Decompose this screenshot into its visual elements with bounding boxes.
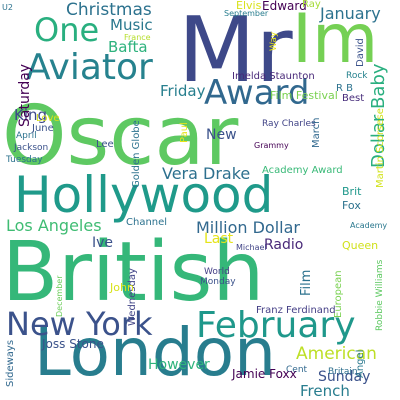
word-edward: Edward	[262, 0, 307, 13]
word-new-york: New York	[6, 305, 153, 343]
word-million-dollar: Million Dollar	[196, 218, 300, 237]
word-rock: Rock	[346, 71, 368, 81]
word-robbie-williams: Robbie Williams	[375, 259, 385, 331]
word-however: However	[148, 357, 210, 373]
word-joss-stone: Joss Stone	[42, 337, 104, 351]
word-february: February	[196, 305, 356, 346]
word-tuesday: Tuesday	[6, 155, 43, 165]
word-france: France	[124, 33, 151, 42]
word-michael: Michael	[236, 243, 267, 252]
word-jamie-foxx: Jamie Foxx	[232, 367, 297, 381]
word-ive: Ive	[92, 235, 114, 251]
word-los-angeles: Los Angeles	[6, 216, 102, 235]
word-franz-ferdinand: Franz Ferdinand	[256, 305, 336, 316]
word-london: London	[34, 314, 276, 391]
word-elvis: Elvis	[236, 0, 262, 12]
word-imelda-staunton: Imelda Staunton	[232, 71, 315, 82]
word-january: January	[320, 4, 381, 23]
word-grammy: Grammy	[254, 141, 289, 150]
word-fox: Fox	[342, 199, 361, 212]
word-friday: Friday	[160, 82, 206, 100]
word-wednesday: Wednesday	[127, 268, 138, 326]
word-way: Way	[269, 31, 279, 51]
word-music: Music	[110, 16, 153, 34]
word-cent: Cent	[286, 365, 308, 375]
word-john: John	[110, 281, 134, 294]
word-king: King	[14, 106, 48, 124]
word-academy-award: Academy Award	[262, 165, 343, 176]
word-oscar: Oscar	[2, 89, 239, 184]
word-new: New	[206, 127, 237, 143]
word-world: World	[204, 267, 230, 277]
word-film-festival: Film Festival	[270, 89, 338, 102]
word-im: Im	[292, 0, 379, 79]
word-one: One	[34, 11, 100, 49]
word-september: September	[224, 9, 269, 18]
word-paul: Paul	[179, 122, 190, 143]
word-sideways: Sideways	[5, 339, 16, 387]
word-french: French	[300, 382, 350, 400]
word-aviator: Aviator	[26, 47, 153, 88]
word-april: April	[16, 131, 37, 141]
word-bafta: Bafta	[108, 38, 148, 56]
word-jackson: Jackson	[14, 143, 49, 153]
word-award: Award	[204, 73, 310, 113]
word-radio: Radio	[264, 237, 304, 253]
word-best: Best	[342, 93, 365, 104]
word-mr: Mr	[178, 0, 293, 103]
word-queen: Queen	[342, 239, 379, 252]
word-brit: Brit	[342, 185, 362, 198]
word-hollywood: Hollywood	[14, 166, 274, 224]
word-ray: Ray	[302, 0, 321, 10]
word-angel: Angel	[355, 349, 366, 378]
word-academy: Academy	[350, 221, 388, 230]
word-vera-drake: Vera Drake	[162, 164, 251, 183]
word-june: June	[32, 123, 54, 134]
word-channel: Channel	[126, 217, 168, 228]
word-saturday: Saturday	[17, 63, 33, 127]
word-british: British	[2, 225, 265, 320]
word-lee: Lee	[96, 139, 114, 150]
word-monday: Monday	[200, 277, 236, 287]
word-christmas: Christmas	[66, 0, 152, 20]
word-martin-scorsese: Martin Scorsese	[375, 108, 386, 188]
word-film: Film	[299, 269, 314, 296]
word-last: Last	[204, 231, 234, 247]
word-sunday: Sunday	[318, 369, 371, 385]
word-march: March	[311, 117, 322, 148]
word-golden-globe: Golden Globe	[131, 120, 142, 188]
word-american: American	[296, 344, 377, 364]
word-r-b: R B	[336, 83, 353, 94]
word-david: David	[355, 38, 366, 67]
word-ray-charles: Ray Charles	[262, 119, 316, 129]
word-december: December	[55, 275, 64, 317]
word-love: Love	[36, 113, 60, 124]
word-britain: Britain	[328, 367, 358, 377]
word-u2: U2	[2, 3, 13, 12]
